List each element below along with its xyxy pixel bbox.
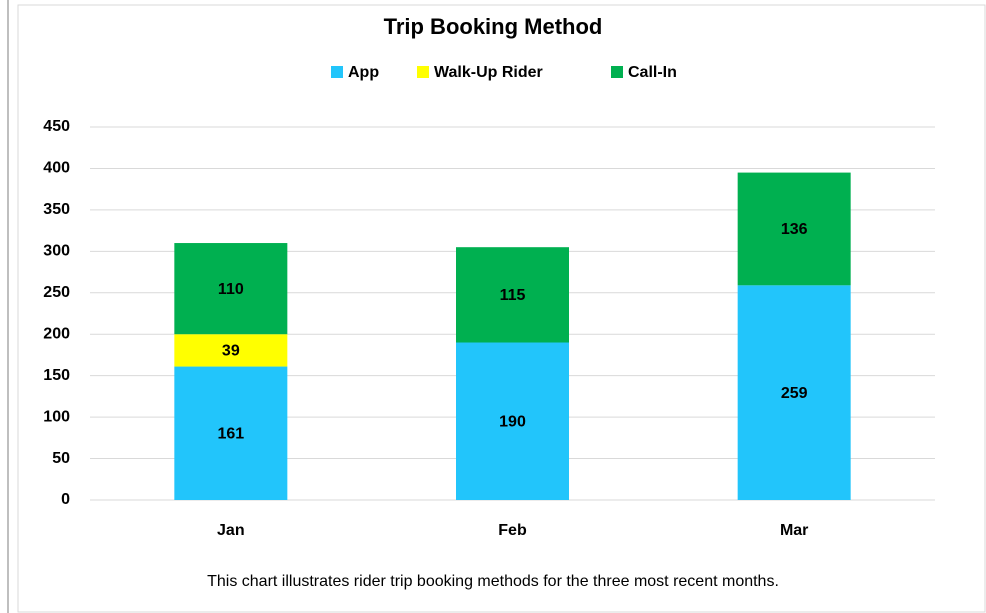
legend-swatch [417, 66, 429, 78]
x-tick-label: Feb [498, 522, 527, 539]
y-tick-label: 150 [43, 367, 70, 384]
bar-segment [737, 172, 851, 286]
data-label: 190 [499, 413, 526, 430]
x-tick-label: Jan [217, 522, 245, 539]
caption: This chart illustrates rider trip bookin… [207, 573, 779, 590]
x-tick-label: Mar [780, 522, 808, 539]
bar-segment [174, 366, 288, 500]
legend-label: App [348, 64, 379, 81]
y-tick-label: 450 [43, 118, 70, 135]
data-label: 110 [218, 281, 244, 298]
bar-segment [456, 247, 569, 343]
chart-frame [17, 4, 986, 613]
data-label: 115 [500, 287, 526, 304]
data-label: 259 [781, 385, 808, 402]
data-label: 161 [217, 425, 244, 442]
bar-segment [737, 285, 851, 500]
y-tick-label: 350 [43, 201, 70, 218]
bar-segment [456, 342, 569, 500]
y-tick-label: 100 [43, 408, 70, 425]
y-tick-label: 400 [43, 160, 70, 177]
chart-title: Trip Booking Method [384, 14, 603, 39]
bar-segment [174, 243, 288, 335]
y-tick-label: 300 [43, 243, 70, 260]
legend-swatch [331, 66, 343, 78]
y-tick-label: 0 [61, 491, 70, 508]
bar-segment [174, 334, 288, 367]
y-tick-label: 50 [52, 450, 70, 467]
y-tick-label: 250 [43, 284, 70, 301]
legend-label: Walk-Up Rider [434, 64, 543, 81]
data-label: 39 [222, 343, 240, 360]
data-label: 136 [781, 221, 808, 238]
legend-swatch [611, 66, 623, 78]
y-tick-label: 200 [43, 325, 70, 342]
legend-label: Call-In [628, 64, 677, 81]
